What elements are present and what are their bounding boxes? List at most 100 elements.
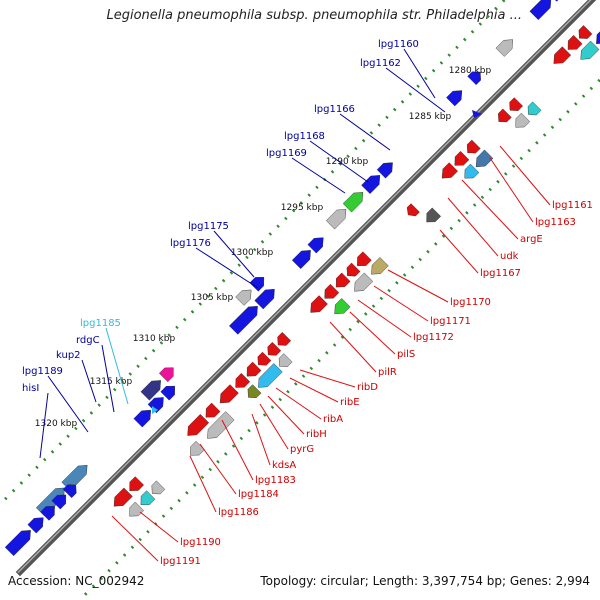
gene-marker-blue [472, 110, 482, 118]
gene-leader-line [47, 375, 89, 433]
gene-arrow-reverse-10 [235, 373, 251, 388]
gene-arrow-forward-19 [342, 192, 364, 213]
gene-leader-line [105, 327, 129, 405]
gene-arrow-forward-13 [254, 288, 275, 310]
gene-leader-line [439, 229, 479, 274]
gene-arrow-forward-21 [376, 162, 393, 179]
gene-arrow-reverse-26 [406, 203, 420, 217]
gene-label-lpg1167: lpg1167 [480, 268, 521, 279]
gene-marker-cyan [152, 406, 158, 414]
gene-leader-line [267, 395, 305, 435]
gene-leader-line [357, 299, 412, 338]
lower-guide-line [77, 77, 600, 600]
gene-leader-line [199, 443, 237, 495]
gene-arrow-forward-5 [51, 494, 67, 510]
scale-label: 1315 kbp [90, 377, 133, 387]
gene-arrow-reverse-28 [441, 162, 458, 179]
genome-title: Legionella pneumophila subsp. pneumophil… [106, 8, 522, 23]
gene-label-kdsA: kdsA [272, 460, 296, 471]
gene-arrow-reverse-32 [475, 149, 494, 168]
gene-label-lpg1175: lpg1175 [188, 221, 229, 232]
gene-leader-line [329, 321, 377, 373]
scale-label: 1280 kbp [449, 66, 492, 76]
gene-leader-line [309, 140, 369, 183]
gene-label-lpg1186: lpg1186 [218, 507, 259, 518]
genome-backbone [15, 0, 597, 577]
gene-leader-line [111, 515, 159, 562]
gene-label-ribE: ribE [340, 397, 360, 408]
gene-label-lpg1191: lpg1191 [160, 556, 201, 567]
gene-label-lpg1171: lpg1171 [430, 316, 471, 327]
gene-arrow-reverse-31 [464, 163, 480, 179]
gene-label-lpg1183: lpg1183 [255, 475, 296, 486]
gene-arrow-forward-14 [235, 289, 252, 306]
gene-label-rdgC: rdgC [76, 335, 100, 346]
gene-arrow-reverse-38 [567, 35, 583, 50]
gene-arrow-forward-6 [62, 484, 77, 499]
gene-leader-line [259, 403, 289, 450]
gene-label-ribD: ribD [357, 382, 378, 393]
gene-leader-line [251, 413, 271, 466]
gene-arrow-forward-25 [529, 0, 552, 21]
gene-leader-line [461, 179, 519, 240]
gene-arrow-reverse-12 [257, 351, 272, 366]
scale-label: 1290 kbp [326, 157, 369, 167]
gene-leader-line [489, 157, 534, 223]
gene-leader-line [387, 269, 449, 303]
gene-label-argE: argE [520, 234, 543, 245]
gene-arrow-reverse-33 [498, 108, 512, 123]
gene-label-hisI: hisI [22, 383, 39, 394]
gene-arrow-forward-16 [291, 250, 311, 269]
gene-label-lpg1189: lpg1189 [22, 366, 63, 377]
gene-arrow-reverse-18 [310, 295, 328, 313]
gene-arrow-reverse-41 [596, 31, 600, 45]
gene-label-lpg1162: lpg1162 [360, 58, 401, 69]
genome-backbone-highlight [17, 0, 592, 574]
gene-label-lpg1172: lpg1172 [413, 332, 454, 343]
gene-arrow-forward-22 [446, 90, 463, 107]
gene-label-lpg1170: lpg1170 [450, 297, 491, 308]
gene-leader-line [447, 197, 499, 257]
gene-arrow-reverse-16 [258, 363, 283, 388]
scale-label: 1305 kbp [191, 293, 234, 303]
gene-arrow-forward-3 [27, 517, 44, 534]
gene-arrow-reverse-17 [278, 353, 293, 367]
gene-arrow-reverse-21 [335, 272, 351, 288]
gene-label-lpg1176: lpg1176 [170, 238, 211, 249]
gene-arrow-reverse-24 [354, 272, 374, 292]
accession-text: Accession: NC_002942 [8, 574, 145, 588]
gene-arrow-reverse-30 [466, 139, 481, 154]
gene-leader-line [195, 247, 259, 289]
gene-label-pilR: pilR [378, 367, 397, 378]
gene-arrow-forward-7 [133, 409, 152, 428]
gene-arrow-reverse-29 [454, 151, 470, 166]
gene-arrow-reverse-14 [277, 332, 292, 346]
gene-arrow-forward-1 [61, 464, 88, 491]
gene-arrow-reverse-19 [324, 283, 340, 299]
gene-label-lpg1169: lpg1169 [266, 148, 307, 159]
gene-arrow-forward-4 [40, 506, 55, 521]
gene-label-lpg1168: lpg1168 [284, 131, 325, 142]
gene-arrow-reverse-25 [371, 257, 389, 275]
upper-guide-line [0, 0, 507, 507]
gene-leader-line [299, 369, 356, 388]
gene-arrow-reverse-11 [246, 361, 262, 377]
gene-label-lpg1166: lpg1166 [314, 104, 355, 115]
gene-leader-line [139, 511, 179, 543]
scale-label: 1300 kbp [231, 248, 274, 258]
gene-leader-line [213, 230, 255, 278]
gene-leader-line [339, 113, 391, 151]
gene-label-pyrG: pyrG [290, 444, 314, 455]
gene-leader-line [349, 311, 396, 355]
gene-arrow-reverse-3 [140, 490, 156, 506]
gene-arrow-reverse-27 [426, 207, 441, 223]
gene-arrow-reverse-37 [553, 46, 572, 64]
gene-arrow-reverse-22 [346, 262, 361, 277]
scale-label: 1285 kbp [409, 112, 452, 122]
gene-label-ribH: ribH [306, 429, 327, 440]
gene-leader-line [291, 157, 346, 194]
gene-arrow-reverse-1 [129, 476, 144, 491]
gene-arrow-reverse-0 [113, 487, 133, 507]
gene-arrow-reverse-39 [578, 25, 593, 39]
